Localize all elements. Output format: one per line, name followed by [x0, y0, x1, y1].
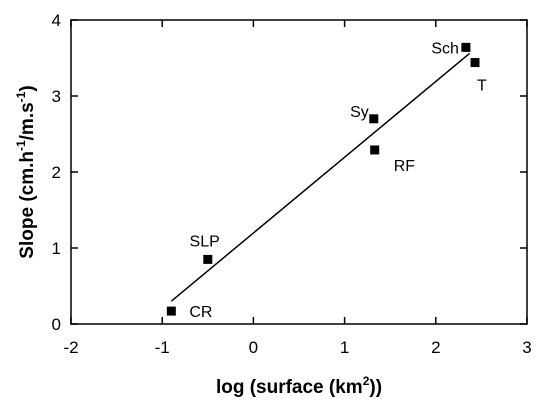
x-tick-label: 0: [249, 338, 258, 357]
y-tick-label: 4: [52, 11, 61, 30]
regression-line: [170, 52, 471, 302]
point-label: RF: [394, 158, 416, 175]
data-point: [470, 58, 480, 68]
x-tick-label: 2: [431, 338, 440, 357]
point-label: Sy: [350, 104, 369, 121]
axis-ticks: [70, 19, 528, 325]
point-label: CR: [189, 304, 212, 321]
x-tick-label: -2: [63, 338, 78, 357]
data-point: [461, 42, 471, 52]
point-label: Sch: [431, 40, 459, 57]
data-point: [166, 306, 176, 316]
x-tick-label: -1: [155, 338, 170, 357]
x-tick-label: 3: [522, 338, 531, 357]
y-tick-label: 3: [52, 87, 61, 106]
y-axis-title: Slope (cm.h-1/m.s-1): [14, 85, 38, 258]
data-point-labels: CR SLP Sy RF Sch T: [189, 40, 487, 321]
data-point: [203, 254, 213, 264]
point-label: T: [477, 78, 487, 95]
data-points: [166, 42, 480, 316]
point-label: SLP: [190, 233, 220, 250]
data-point: [369, 114, 379, 124]
data-point: [370, 145, 380, 155]
x-axis-title: log (surface (km2)): [216, 374, 382, 398]
y-tick-label: 0: [52, 315, 61, 334]
x-tick-label: 1: [340, 338, 349, 357]
axis-tick-labels: -2 -1 0 1 2 3 0 1 2 3 4: [52, 11, 532, 357]
y-tick-label: 1: [52, 239, 61, 258]
plot-frame: [70, 19, 528, 325]
y-tick-label: 2: [52, 163, 61, 182]
